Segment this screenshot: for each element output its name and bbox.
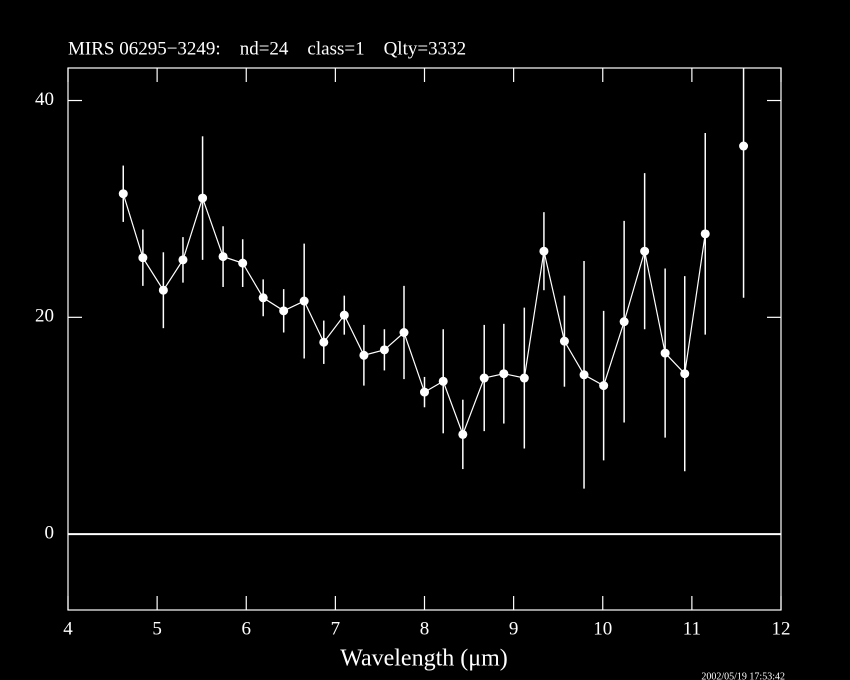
chart-title: MIRS 06295−3249: nd=24 class=1 Qlty=3332 [68,38,466,59]
plot-frame [67,67,782,611]
data-point [559,336,569,346]
x-tick-label: 12 [772,618,791,639]
x-tick-label: 6 [242,618,252,639]
x-axis-label: Wavelength (μm) [340,646,508,672]
data-point [279,306,289,316]
data-point [539,246,549,256]
data-point [458,429,468,439]
data-point [519,373,529,383]
x-tick-label: 11 [683,618,701,639]
data-point [258,293,268,303]
x-tick-label: 5 [152,618,162,639]
data-point [599,381,609,391]
plot-area [118,68,749,489]
series-line [122,193,706,437]
data-point [479,373,489,383]
data-point [438,376,448,386]
x-tick-label: 9 [509,618,519,639]
data-point [319,337,329,347]
data-point [399,327,409,337]
data-point [359,350,369,360]
data-point [198,193,208,203]
data-point [739,141,749,151]
data-point [579,370,589,380]
x-tick-label: 4 [63,618,73,639]
data-point [138,253,148,263]
data-point [420,387,429,397]
data-point [619,317,629,327]
data-point [158,285,168,295]
data-point [379,345,389,355]
data-point [238,258,248,268]
y-tick-label: 0 [45,522,55,543]
data-point [299,296,309,306]
y-tick-label: 40 [35,89,54,110]
y-tick-label: 20 [35,306,54,327]
timestamp: 2002/05/19 17:53:42 [701,671,785,680]
data-point [339,310,349,320]
x-tick-label: 8 [420,618,430,639]
data-point [680,369,690,379]
data-point [178,255,188,265]
data-point [499,369,509,379]
data-point [700,229,710,239]
x-tick-label: 7 [331,618,341,639]
data-point [660,348,670,358]
data-point [640,246,650,256]
x-tick-label: 10 [593,618,612,639]
data-point [118,189,128,199]
data-point [218,252,228,262]
